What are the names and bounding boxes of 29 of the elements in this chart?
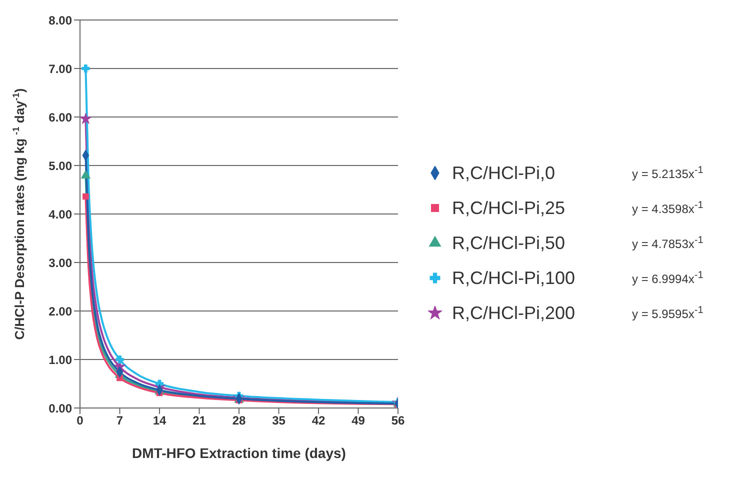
y-tick-label: 8.00 — [48, 13, 72, 28]
text: y = 4.3598x$^{-1}$ — [632, 200, 704, 216]
legend-label: R,C/HCl-Pi,100 — [452, 268, 576, 288]
y-tick-label: 5.00 — [48, 158, 72, 173]
x-tick-label: 49 — [352, 414, 366, 428]
x-tick-label: 7 — [116, 414, 124, 428]
x-axis-title: DMT-HFO Extraction time (days) — [132, 445, 346, 461]
x-tick-label: 42 — [312, 414, 326, 428]
y-tick-label: 3.00 — [48, 256, 72, 270]
y-tick-label: 0.00 — [48, 401, 72, 416]
x-tick-label: 14 — [152, 414, 166, 428]
x-tick-label: 28 — [232, 414, 246, 428]
x-tick-label: 35 — [272, 414, 286, 428]
y-tick-label: 4.00 — [48, 207, 72, 222]
x-tick-label: 21 — [192, 414, 206, 428]
legend-label: R,C/HCl-Pi,50 — [452, 232, 566, 254]
text: y = 6.9994x$^{-1}$ — [632, 270, 704, 286]
x-tick-label: 56 — [391, 414, 405, 428]
y-tick-label: 7.00 — [48, 62, 72, 76]
legend-label: R,C/HCl-Pi,25 — [452, 198, 566, 218]
y-tick-label: 1.00 — [48, 352, 72, 367]
y-tick-label: 6.00 — [48, 110, 72, 124]
legend-label: R,C/HCl-Pi,200 — [452, 302, 576, 324]
text: y = 4.7853x$^{-1}$ — [632, 235, 704, 251]
y-tick-label: 2.00 — [48, 304, 72, 318]
text: y = 5.9595x$^{-1}$ — [632, 305, 704, 321]
text: y = 5.2135x$^{-1}$ — [632, 165, 704, 181]
legend-label: R,C/HCl-Pi,0 — [452, 162, 556, 184]
x-tick-label: 0 — [76, 414, 84, 428]
